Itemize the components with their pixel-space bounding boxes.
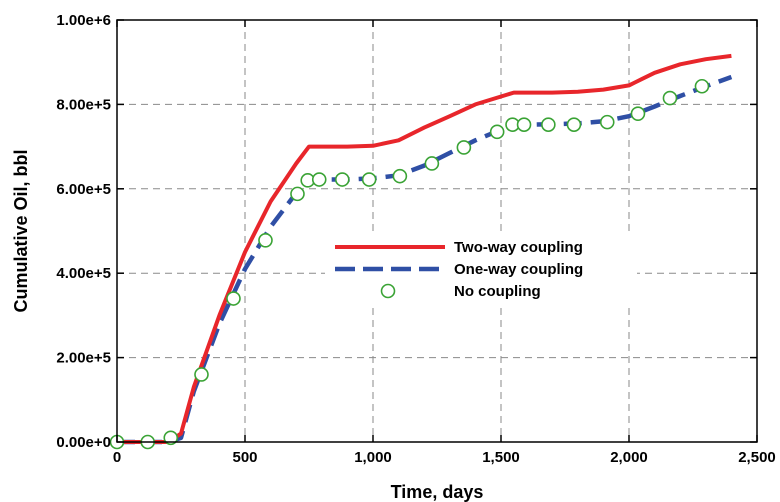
series-no-coupling-point [311,172,327,187]
series-no-coupling-point [163,430,179,446]
x-tick-label: 1,500 [482,449,520,466]
legend-swatch-no-coupling [380,283,396,299]
x-tick-label: 500 [232,449,257,466]
series-no-coupling-point [334,172,350,187]
grid-lines [117,20,757,442]
legend: Two-way coupling One-way coupling No coupl… [325,232,637,308]
y-tick-label: 1.00e+6 [56,12,111,29]
series-no-coupling-point [630,106,646,121]
series-no-coupling-point [424,156,440,171]
plot-area-frame [116,19,758,443]
legend-label-no-coupling: No coupling [454,283,541,300]
legend-label-two-way-coupling: Two-way coupling [454,239,583,256]
series-one-way-coupling-line [117,74,733,445]
x-tick-label: 2,500 [738,449,776,466]
y-tick-label: 4.00e+5 [56,265,111,282]
series-no-coupling-point [194,367,209,382]
series-no-coupling-point [662,90,678,106]
series-no-coupling-point [694,78,710,94]
x-tick-label: 1,000 [354,449,392,466]
y-axis-title: Cumulative Oil, bbl [11,149,31,312]
series-no-coupling-point [258,232,273,248]
legend-label-one-way-coupling: One-way coupling [454,261,583,278]
series-two-way-coupling-line [117,53,732,444]
x-tick-label: 0 [113,449,121,466]
y-tick-label: 0.00e+0 [56,434,111,451]
series-no-coupling-point [361,172,377,187]
series-no-coupling-point [566,117,582,132]
series-no-coupling-point [541,117,556,132]
axis-ticks: 0 500 1,000 1,500 2,000 2,500 0.00e+0 2.00e+5 4.… [56,12,775,466]
series-no-coupling-point [489,124,505,140]
series-no-coupling-point [516,117,532,132]
y-tick-label: 2.00e+5 [56,350,111,367]
x-tick-label: 2,000 [610,449,648,466]
y-tick-label: 6.00e+5 [56,181,111,198]
series-no-coupling-point [290,186,305,202]
series-no-coupling-point [392,168,408,184]
series-no-coupling-point [456,140,472,155]
series-no-coupling-point [599,114,615,130]
y-tick-label: 8.00e+5 [56,96,111,113]
series-layer [109,53,733,450]
series-no-coupling-point [226,291,241,306]
x-axis-title: Time, days [391,482,484,502]
